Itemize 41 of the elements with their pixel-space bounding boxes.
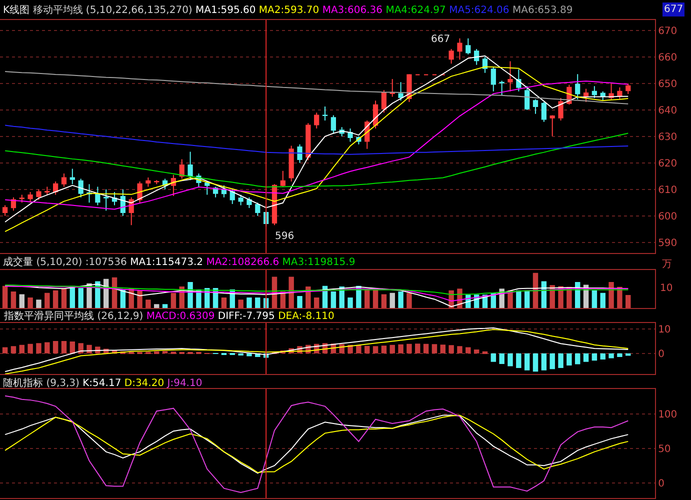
chart-subtitle: (5,10,20) :107536 [36,257,127,268]
chart-subtitle: (26,12,9) [97,311,144,322]
y-tick-label: 670 [658,26,678,37]
text: MA6:653.89 [512,5,573,16]
y-tick-label: 0 [658,348,664,360]
chart-subtitle: (9,3,3) [46,378,80,389]
y-tick-label: 100 [658,409,678,420]
text: 万 [662,259,672,270]
text: MA3:606.36 [322,5,383,16]
y-tick-label: 10 [658,324,671,336]
y-tick-label: 610 [658,184,678,196]
text: DIFF:-7.795 [218,311,275,322]
text: J:94.10 [166,378,202,389]
chart-title: 随机指标 [3,377,43,389]
text: K:54.17 [82,378,122,389]
y-tick-label: 620 [658,158,678,170]
text: MA2:108266.6 [206,257,280,268]
text: DEA:-8.110 [278,311,334,322]
y-tick-label: 660 [658,52,678,64]
text: MA1:595.60 [196,5,256,16]
y-tick-label: 590 [658,238,678,249]
text: 677 [664,4,684,15]
chart-title: 成交量 [3,256,33,268]
text: MA2:593.70 [258,5,320,16]
text: D:34.20 [124,378,164,389]
chart-title: 指数平滑异同平均线 [3,310,94,322]
y-tick-label: 640 [658,105,678,116]
y-tick-label: 650 [658,78,678,90]
annotation: 667 [431,34,450,45]
text: MA5:624.06 [449,5,510,16]
annotation: 596 [275,231,294,242]
text: MACD:0.6309 [146,311,215,322]
y-tick-label: 50 [658,444,671,455]
y-tick-label: 630 [658,132,678,143]
text: MA3:119815.9 [282,257,356,268]
text: MA4:624.97 [386,5,446,16]
text: MA1:115473.2 [130,257,203,268]
y-tick-label: 600 [658,211,678,222]
chart-subtitle: 移动平均线 (5,10,22,66,135,270) [32,4,192,16]
chart-title: K线图 [3,4,30,16]
y-tick-label: 0 [658,478,664,490]
